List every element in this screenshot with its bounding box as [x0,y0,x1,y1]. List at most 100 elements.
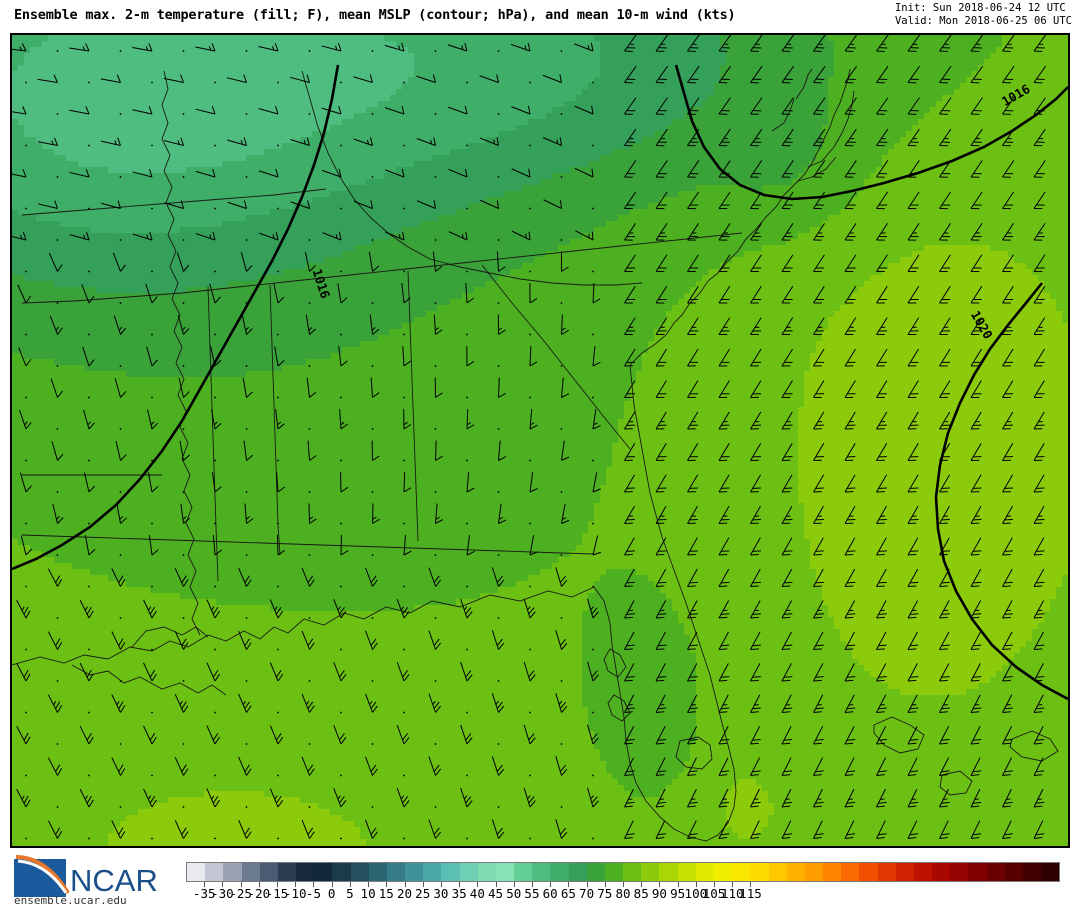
colorbar-tick-label: 90 [652,886,667,901]
colorbar-swatch [386,863,406,881]
colorbar-swatch [586,863,605,881]
colorbar-tick [550,882,552,887]
colorbar-swatch [768,863,787,881]
colorbar-tick-label: 95 [670,886,685,901]
colorbar-swatch [1041,863,1060,881]
colorbar-tick [714,882,716,887]
colorbar-tick-label: 65 [561,886,576,901]
run-timestamps: Init: Sun 2018-06-24 12 UTC Valid: Mon 2… [895,2,1072,28]
colorbar-tick-label: 50 [506,886,521,901]
colorbar-swatch [259,863,278,881]
colorbar-tick [459,882,461,887]
colorbar-swatch [350,863,369,881]
colorbar-tick [258,882,260,887]
colorbar-tick [404,882,406,887]
colorbar-swatch [459,863,478,881]
colorbar-tick-labels: -35 -30 -25 -20 -15 -10 -5 0 5 10 15 20 25 30 35 40 45 50… [0,886,1080,908]
colorbar-tick-label: 70 [579,886,594,901]
colorbar-tick [422,882,424,887]
colorbar-swatch [841,863,860,881]
colorbar-tick-label: 40 [470,886,485,901]
colorbar-swatch [895,863,914,881]
colorbar-tick [386,882,388,887]
colorbar-tick [277,882,279,887]
colorbar-tick-label: -35 [193,886,216,901]
colorbar-tick [604,882,606,887]
colorbar-tick [331,882,333,887]
ncar-logo: NCAR [14,855,158,898]
colorbar-tick [568,882,570,887]
colorbar-tick [623,882,624,887]
colorbar-tick-label: 85 [634,886,649,901]
colorbar-tick-label: 20 [397,886,412,901]
colorbar-swatch [823,863,842,881]
colorbar-tick-label: 0 [328,886,336,901]
colorbar-swatch [568,863,587,881]
ncar-wordmark: NCAR [70,863,158,898]
colorbar-swatch [241,863,260,881]
colorbar-tick [586,882,588,887]
colorbar-tick-label: 10 [361,886,376,901]
temperature-fill [12,35,1068,846]
colorbar-tick [240,882,242,887]
colorbar-tick-label: 115 [739,886,762,901]
colorbar-swatch [913,863,933,881]
colorbar-swatch [750,863,769,881]
colorbar-swatch [405,863,424,881]
colorbar-swatch [713,863,733,881]
colorbar-tick-label: 35 [452,886,467,901]
colorbar-swatch [532,863,551,881]
colorbar-tick [677,882,679,887]
colorbar-gradient [186,862,1060,882]
colorbar-swatch [641,863,660,881]
colorbar-tick [513,882,515,887]
colorbar-tick-label: 100 [685,886,708,901]
colorbar-tick [750,882,752,887]
colorbar-swatch [695,863,714,881]
colorbar-tick-label: 30 [433,886,448,901]
colorbar-tick [222,882,224,887]
map-panel[interactable]: 1016 1016 1020 [10,33,1070,848]
colorbar-tick-label: 80 [615,886,630,901]
colorbar-tick-label: 75 [597,886,612,901]
colorbar-swatch [423,863,442,881]
colorbar-tick [313,882,315,887]
colorbar-swatch [550,863,569,881]
colorbar-tick-label: 105 [703,886,726,901]
colorbar-swatch [986,863,1005,881]
colorbar-swatch [604,863,624,881]
colorbar-tick [531,882,533,887]
colorbar-swatch [677,863,696,881]
valid-time: Valid: Mon 2018-06-25 06 UTC [895,15,1072,28]
colorbar-swatch [495,863,515,881]
wind-barbs [12,35,1047,840]
colorbar-ticks [186,882,1060,889]
colorbar-swatch [477,863,496,881]
colorbar-tick-label: 55 [524,886,539,901]
colorbar-tick-label: 25 [415,886,430,901]
colorbar-tick-label: -25 [229,886,252,901]
colorbar-tick-label: -15 [266,886,289,901]
colorbar-swatch [859,863,878,881]
geography-lines [12,68,1059,842]
colorbar-tick [732,882,734,887]
colorbar-tick [368,882,370,887]
colorbar-swatch [877,863,896,881]
colorbar-swatch [732,863,751,881]
colorbar-swatch [277,863,297,881]
colorbar-swatch [514,863,533,881]
colorbar-tick [349,882,351,887]
colorbar-tick [477,882,479,887]
mslp-contours [12,64,1068,701]
colorbar-tick [695,882,697,887]
colorbar-swatch [968,863,987,881]
colorbar [186,862,1060,882]
header-bar: Ensemble max. 2-m temperature (fill; F),… [0,0,1080,33]
colorbar-tick [295,882,297,887]
colorbar-swatch [223,863,242,881]
colorbar-swatch [659,863,678,881]
colorbar-swatch [296,863,315,881]
colorbar-swatch [441,863,460,881]
colorbar-tick-label: -30 [211,886,234,901]
